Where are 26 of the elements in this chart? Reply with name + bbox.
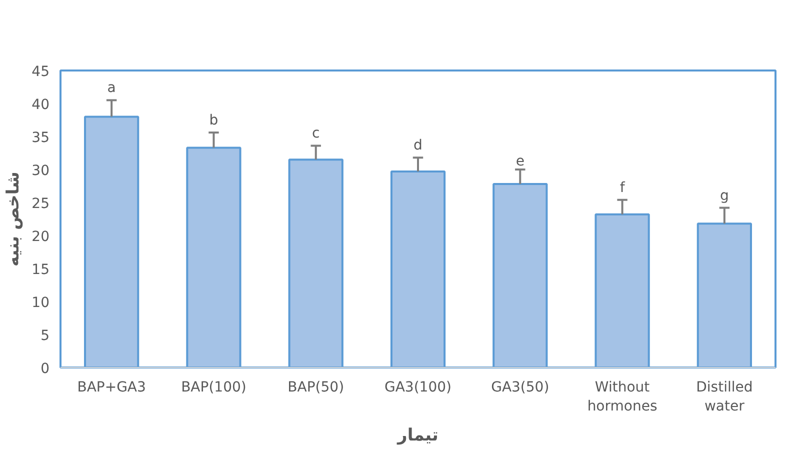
y-tick-label: 5 xyxy=(40,328,50,344)
x-tick-label: Distilled water xyxy=(696,380,753,415)
x-tick-label: BAP+GA3 xyxy=(77,380,146,396)
y-tick-label: 35 xyxy=(32,130,50,146)
x-tick-label: GA3(50) xyxy=(491,380,550,396)
x-tick-label: GA3(100) xyxy=(384,380,452,396)
x-tick-label: Without hormones xyxy=(587,380,658,415)
annotation: a xyxy=(107,80,116,96)
annotation: b xyxy=(209,112,218,129)
y-tick-label: 40 xyxy=(32,97,50,113)
x-tick-label: BAP(50) xyxy=(288,380,344,396)
y-tick-label: 10 xyxy=(32,295,50,311)
y-axis-title: شاخص بنیه xyxy=(4,171,24,267)
annotation: f xyxy=(620,180,626,196)
y-tick-label: 15 xyxy=(32,262,50,278)
y-tick-label: 20 xyxy=(32,229,50,245)
x-tick-label: BAP(100) xyxy=(181,380,246,396)
annotation: c xyxy=(312,126,320,142)
y-tick-label: 30 xyxy=(32,163,50,179)
annotation: d xyxy=(414,138,422,154)
annotation: e xyxy=(516,154,524,170)
y-tick-label: 45 xyxy=(32,64,50,80)
y-tick-label: 25 xyxy=(32,196,50,212)
annotation: g xyxy=(720,188,729,204)
x-axis-title: تیمار xyxy=(396,426,438,446)
y-tick-label: 0 xyxy=(40,361,50,377)
